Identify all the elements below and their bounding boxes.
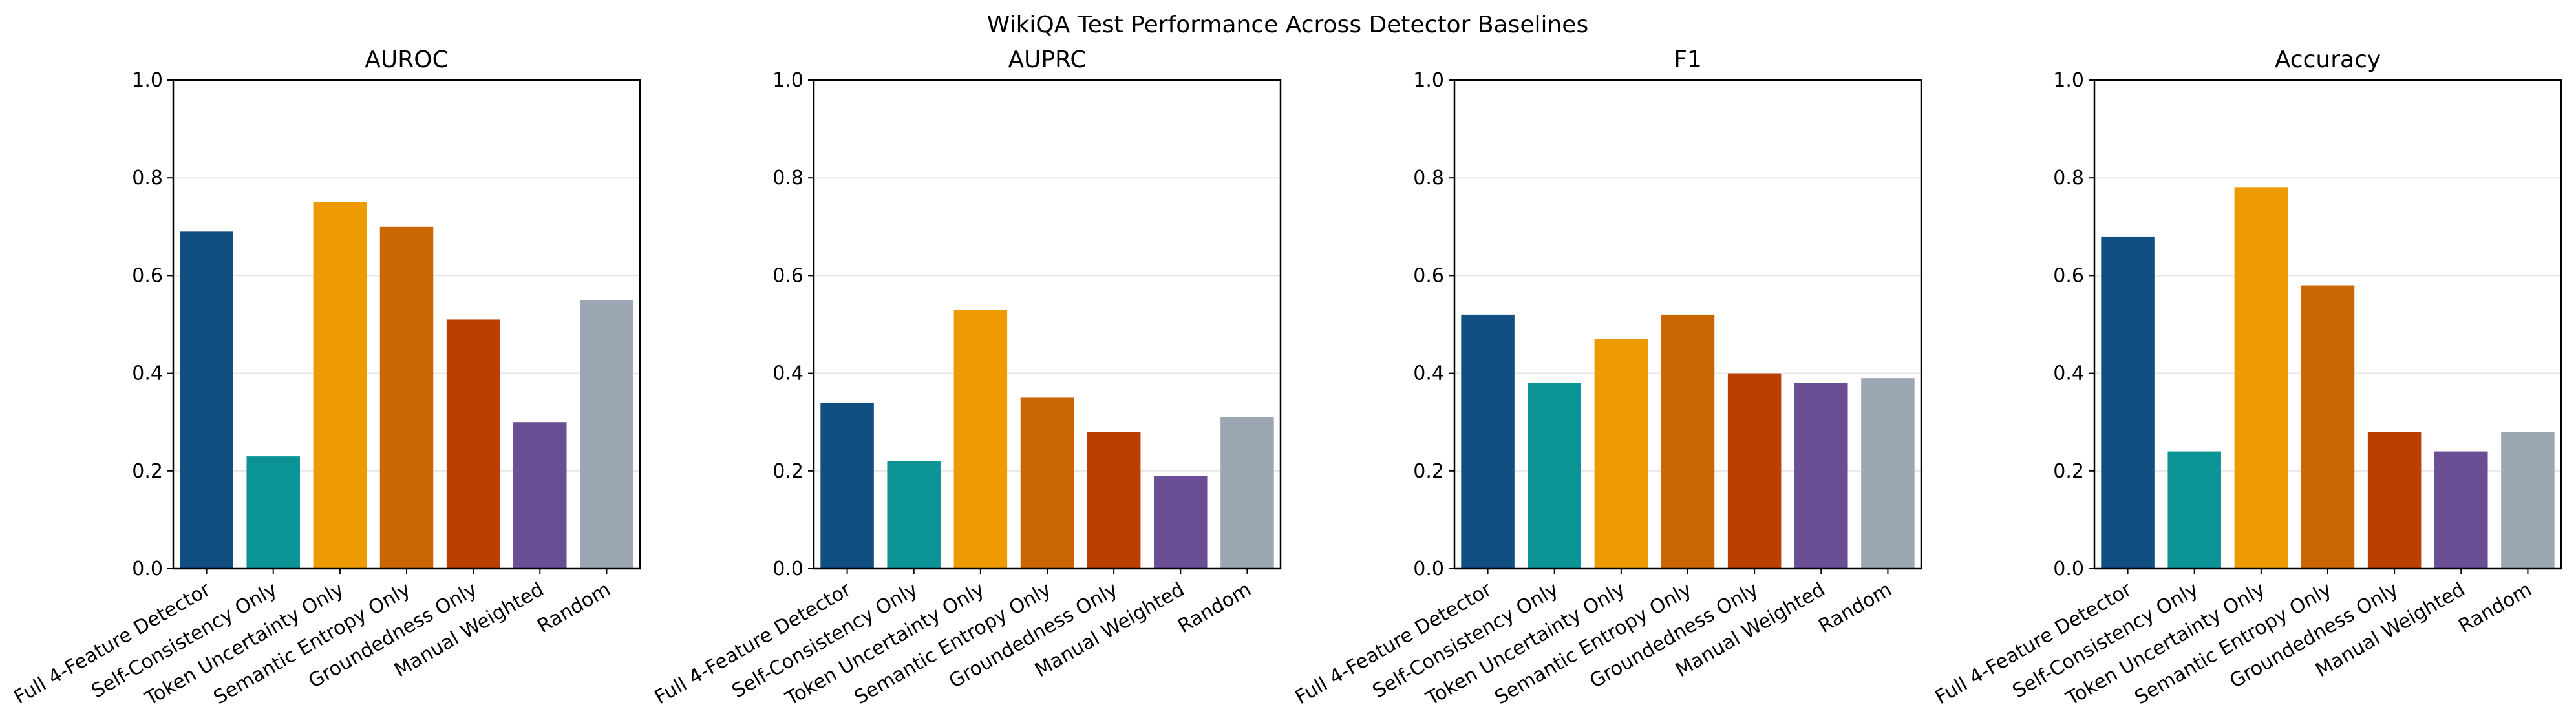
y-tick-label: 1.0	[1413, 69, 1444, 92]
panel-title: Accuracy	[2275, 47, 2381, 73]
bar-auroc-manual-weighted	[513, 422, 567, 569]
bar-auprc-random	[1220, 417, 1274, 569]
y-tick-label: 0.2	[2053, 460, 2084, 483]
panel-title: F1	[1674, 47, 1702, 73]
bar-f1-semantic-entropy-only	[1661, 314, 1715, 569]
panel-title: AUROC	[365, 47, 448, 73]
chart-title: WikiQA Test Performance Across Detector …	[987, 12, 1588, 38]
y-tick-label: 0.8	[772, 167, 804, 189]
bar-accuracy-token-uncertainty-only	[2234, 187, 2288, 569]
y-tick-label: 0.6	[2053, 264, 2084, 287]
bar-auprc-groundedness-only	[1087, 432, 1141, 569]
bar-auprc-self-consistency-only	[887, 461, 941, 569]
y-tick-label: 0.0	[132, 558, 163, 580]
x-tick-label: Random	[533, 578, 614, 638]
bar-f1-groundedness-only	[1727, 373, 1782, 569]
bar-auprc-manual-weighted	[1154, 476, 1208, 569]
bar-auprc-semantic-entropy-only	[1020, 397, 1074, 569]
y-tick-label: 0.2	[772, 460, 804, 483]
y-tick-label: 0.4	[132, 363, 163, 385]
y-tick-label: 0.0	[772, 558, 804, 580]
y-tick-label: 1.0	[132, 69, 163, 92]
bar-auprc-token-uncertainty-only	[953, 310, 1008, 569]
bar-auroc-token-uncertainty-only	[313, 202, 367, 569]
bar-f1-self-consistency-only	[1528, 383, 1581, 569]
y-tick-label: 0.0	[1413, 558, 1444, 580]
x-tick-label: Random	[2454, 578, 2535, 638]
x-tick-label: Random	[1815, 578, 1895, 638]
bar-auroc-groundedness-only	[446, 319, 500, 569]
bar-accuracy-manual-weighted	[2434, 451, 2488, 569]
bar-auroc-random	[580, 300, 633, 569]
y-tick-label: 0.2	[132, 460, 163, 483]
bar-accuracy-semantic-entropy-only	[2301, 285, 2355, 569]
y-tick-label: 0.6	[772, 264, 804, 287]
y-tick-label: 0.6	[132, 264, 163, 287]
y-tick-label: 0.8	[1413, 167, 1444, 189]
bar-accuracy-random	[2501, 432, 2555, 569]
y-tick-label: 0.4	[2053, 363, 2084, 385]
y-tick-label: 0.8	[2053, 167, 2084, 189]
bar-f1-full-4-feature-detector	[1461, 314, 1515, 569]
y-tick-label: 0.6	[1413, 264, 1444, 287]
y-tick-label: 0.4	[772, 363, 804, 385]
y-tick-label: 0.2	[1413, 460, 1444, 483]
y-tick-label: 0.4	[1413, 363, 1444, 385]
x-tick-label: Random	[1174, 578, 1255, 638]
bar-accuracy-self-consistency-only	[2167, 451, 2221, 569]
panel-title: AUPRC	[1008, 47, 1086, 73]
bar-accuracy-full-4-feature-detector	[2101, 236, 2155, 569]
bar-auroc-semantic-entropy-only	[379, 226, 434, 569]
bar-f1-token-uncertainty-only	[1594, 339, 1648, 569]
bar-auroc-self-consistency-only	[246, 456, 300, 569]
y-tick-label: 0.8	[132, 167, 163, 189]
bar-auprc-full-4-feature-detector	[820, 402, 874, 569]
bar-f1-manual-weighted	[1794, 383, 1848, 569]
bar-f1-random	[1861, 378, 1915, 569]
y-tick-label: 1.0	[772, 69, 804, 92]
y-tick-label: 0.0	[2053, 558, 2084, 580]
bar-auroc-full-4-feature-detector	[180, 231, 233, 569]
bar-accuracy-groundedness-only	[2367, 432, 2422, 569]
y-tick-label: 1.0	[2053, 69, 2084, 92]
